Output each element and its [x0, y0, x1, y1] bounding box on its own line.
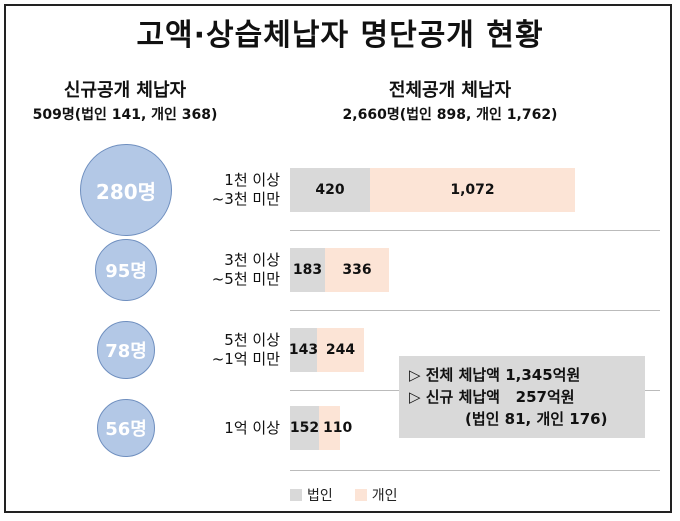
total-disclosure-heading: 전체공개 체납자: [388, 80, 512, 101]
new-disclosure-header: 신규공개 체납자 509명(법인 141, 개인 368): [10, 76, 240, 124]
bar-corp: 420: [290, 168, 370, 212]
legend: 법인 개인: [290, 485, 398, 505]
legend-swatch-corp: [290, 489, 302, 501]
bar-indiv: 1,072: [370, 168, 575, 212]
new-count-circle: 280명: [80, 144, 172, 236]
range-label-line: ~1억 미만: [211, 350, 280, 368]
range-label: 3천 이상 ~5천 미만: [180, 251, 280, 289]
info-new-amount: ▷ 신규 체납액 257억원: [409, 388, 575, 406]
bar-corp: 143: [289, 328, 318, 372]
info-new-breakdown: (법인 81, 개인 176): [465, 410, 608, 428]
legend-label-indiv: 개인: [371, 488, 398, 504]
total-disclosure-subheading: 2,660명(법인 898, 개인 1,762): [342, 107, 558, 123]
bar-indiv-label: 110: [323, 420, 353, 436]
legend-label-corp: 법인: [307, 488, 333, 504]
range-label-line: 1천 이상: [224, 171, 280, 189]
info-total-amount: ▷ 전체 체납액 1,345억원: [409, 366, 581, 384]
bar-corp: 183: [290, 248, 325, 292]
info-box: ▷ 전체 체납액 1,345억원 ▷ 신규 체납액 257억원 (법인 81, …: [399, 356, 645, 438]
range-label-line: 3천 이상: [224, 251, 280, 269]
range-label-line: ~3천 미만: [211, 190, 280, 208]
new-disclosure-subheading: 509명(법인 141, 개인 368): [32, 107, 218, 123]
range-label: 1천 이상 ~3천 미만: [180, 171, 280, 209]
total-disclosure-header: 전체공개 체납자 2,660명(법인 898, 개인 1,762): [300, 76, 600, 124]
chart-frame: [4, 4, 672, 513]
range-label-line: 5천 이상: [224, 331, 280, 349]
chart-title: 고액·상습체납자 명단공개 현황: [136, 18, 544, 53]
bar-indiv: [319, 406, 340, 450]
range-label: 1억 이상: [180, 419, 280, 438]
legend-swatch-indiv: [354, 489, 367, 501]
bar-corp: 152: [290, 406, 319, 450]
new-count-circle: 95명: [95, 239, 157, 301]
bar-indiv: 336: [325, 248, 389, 292]
new-disclosure-heading: 신규공개 체납자: [63, 80, 187, 101]
row-separator: [290, 230, 660, 231]
row-separator: [290, 470, 660, 471]
range-label: 5천 이상 ~1억 미만: [180, 331, 280, 369]
range-label-line: 1억 이상: [224, 418, 280, 437]
new-count-circle: 78명: [97, 321, 155, 379]
row-separator: [290, 310, 660, 311]
bar-indiv: 244: [317, 328, 364, 372]
new-count-circle: 56명: [97, 399, 155, 457]
range-label-line: ~5천 미만: [211, 270, 280, 288]
